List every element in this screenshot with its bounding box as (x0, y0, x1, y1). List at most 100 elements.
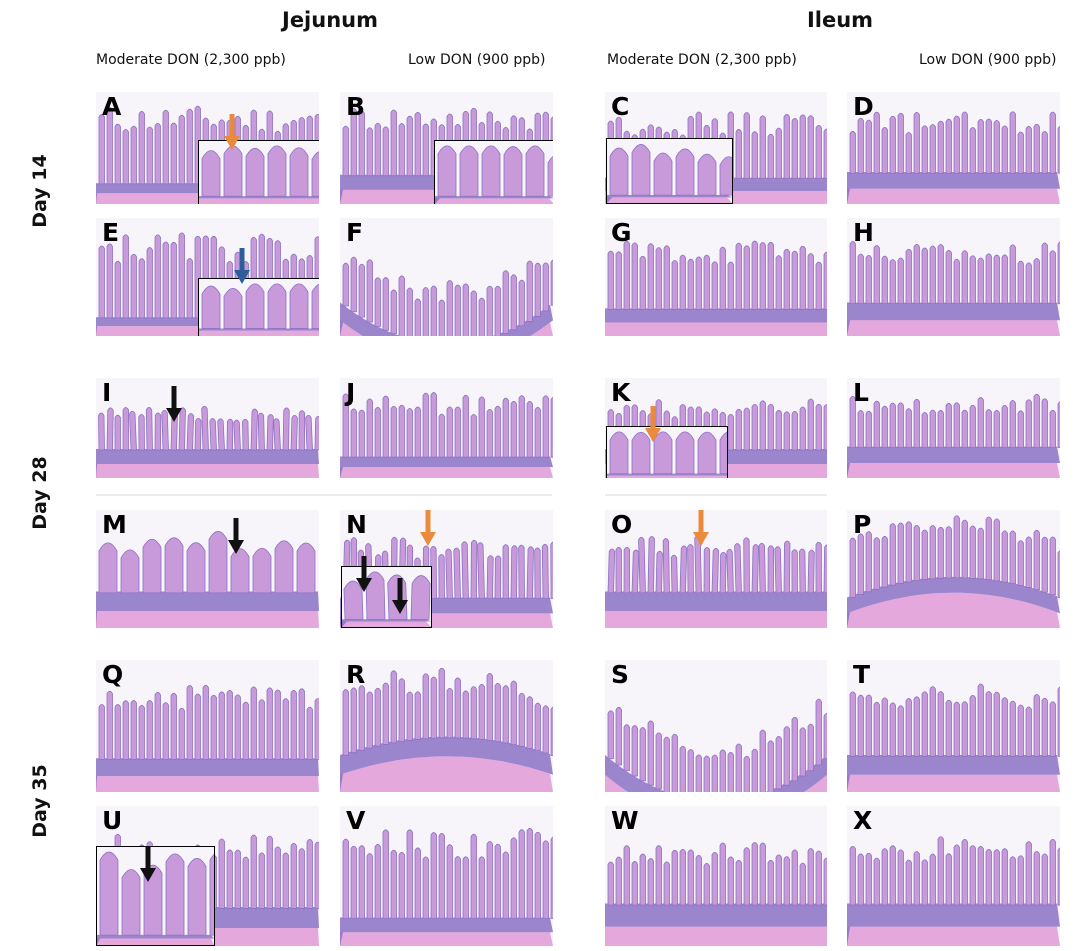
jejunum-moderate-subheader: Moderate DON (2,300 ppb) (96, 52, 286, 68)
villus (993, 849, 1000, 906)
villus (1033, 123, 1040, 174)
villus (969, 525, 976, 579)
villus (437, 145, 457, 197)
villus (430, 676, 437, 739)
villus (1049, 536, 1056, 596)
villus (655, 550, 663, 594)
panel-d: D (847, 92, 1060, 204)
villus (663, 861, 670, 906)
villus (526, 546, 534, 599)
villus (937, 526, 944, 579)
villus (993, 409, 1000, 448)
villus (751, 131, 758, 179)
panel-label: X (853, 806, 873, 835)
villus (1025, 706, 1032, 757)
villus (615, 547, 622, 594)
villus (114, 260, 121, 319)
panel-n: N (340, 510, 553, 628)
villus (631, 549, 640, 594)
villus (486, 555, 494, 599)
villus (607, 710, 614, 760)
day14-label: Day 14 (29, 154, 51, 228)
panel-label: U (102, 806, 123, 835)
villus (647, 858, 654, 906)
villus (390, 109, 397, 177)
panel-label: H (853, 218, 874, 247)
villus (671, 733, 678, 792)
villus (374, 844, 381, 919)
villus (154, 234, 161, 319)
villus (258, 852, 265, 909)
villus (242, 856, 249, 909)
villus (342, 689, 349, 756)
villus (1041, 853, 1048, 906)
villus (306, 706, 313, 760)
villus (366, 127, 373, 177)
villus (937, 691, 944, 757)
panel-label: W (611, 806, 639, 835)
villus (438, 832, 445, 919)
villus (366, 853, 373, 919)
villus (374, 122, 381, 177)
villus (542, 840, 549, 919)
villus (1001, 125, 1008, 174)
villus (226, 689, 233, 760)
villus (945, 403, 952, 448)
panel-u: U (96, 806, 319, 946)
villus (993, 691, 1000, 757)
villus (929, 409, 936, 448)
villus (138, 704, 145, 760)
villus (719, 156, 732, 196)
panel-label: O (611, 510, 633, 539)
villus (374, 687, 381, 747)
villus (881, 536, 888, 588)
villus (430, 832, 437, 919)
villus (889, 402, 896, 448)
magnified-inset (606, 138, 733, 204)
villus (799, 548, 806, 594)
villus (1017, 855, 1024, 906)
villus (186, 542, 206, 594)
villus (823, 404, 827, 451)
villus (478, 683, 485, 740)
villus (759, 242, 766, 310)
villus (881, 405, 888, 448)
villus (913, 398, 920, 448)
panel-v: V (340, 806, 553, 946)
villus (953, 701, 960, 757)
orange-arrow-icon (420, 510, 436, 546)
villus (142, 538, 162, 594)
villus (889, 259, 896, 305)
villus (849, 395, 856, 448)
villus (1049, 838, 1056, 906)
villus (897, 257, 904, 305)
villus (446, 687, 453, 739)
villus (350, 256, 357, 313)
villus (679, 545, 688, 594)
villus (961, 111, 968, 174)
villus (350, 687, 357, 754)
villus (266, 835, 273, 909)
villus (913, 696, 920, 757)
villus (290, 415, 298, 451)
villus (234, 694, 241, 760)
villus (759, 400, 766, 451)
villus (905, 859, 912, 906)
panel-r: R (340, 660, 553, 792)
villus (526, 828, 533, 919)
micrograph-image (847, 660, 1060, 792)
villus (510, 274, 517, 331)
villus (223, 145, 243, 197)
villus (209, 853, 214, 936)
villus (414, 298, 421, 336)
villus (414, 847, 421, 919)
villus (865, 410, 872, 448)
panel-label: K (611, 378, 631, 407)
villus (815, 698, 822, 766)
villus (306, 838, 313, 909)
villus (1041, 398, 1048, 448)
villus (526, 260, 533, 322)
villus (865, 531, 872, 593)
villus (161, 409, 169, 451)
villus (138, 258, 145, 319)
